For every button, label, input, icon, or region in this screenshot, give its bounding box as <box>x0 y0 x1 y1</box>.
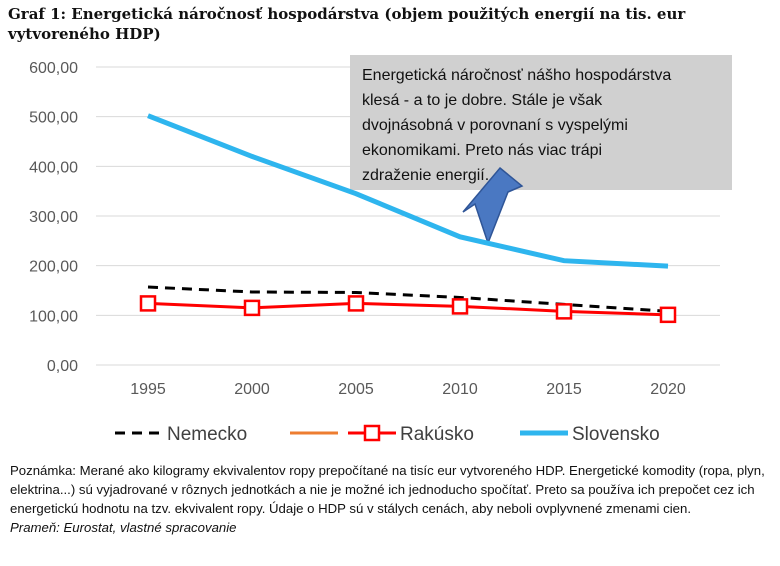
source: Prameň: Eurostat, vlastné spracovanie <box>10 520 237 535</box>
annotation-line: zdraženie energií. <box>362 167 489 184</box>
series-line <box>147 301 669 317</box>
series-line <box>147 113 669 269</box>
marker <box>451 298 469 315</box>
y-tick-label: 300,00 <box>29 209 78 226</box>
marker <box>555 303 573 320</box>
x-tick-label: 2000 <box>234 381 270 398</box>
annotation-line: klesá - a to je dobre. Stále je však <box>362 92 603 109</box>
x-tick-label: 2005 <box>338 381 374 398</box>
marker <box>139 295 157 312</box>
annotation-line: Energetická náročnosť nášho hospodárstva <box>362 67 671 84</box>
x-tick-label: 2010 <box>442 381 478 398</box>
marker <box>659 306 677 324</box>
y-tick-label: 100,00 <box>29 308 78 325</box>
footnote: Poznámka: Merané ako kilogramy ekvivalen… <box>10 461 772 537</box>
legend-label: Slovensko <box>572 424 660 445</box>
chart: 0,00 100,00 200,00 300,00 400,00 500,00 600,00… <box>29 55 732 445</box>
legend-label: Rakúsko <box>400 424 474 445</box>
x-tick-label: 2020 <box>650 381 686 398</box>
legend-marker <box>363 424 381 442</box>
marker <box>347 295 365 312</box>
legend-label: Nemecko <box>167 424 247 445</box>
x-tick-label: 1995 <box>130 381 166 398</box>
y-tick-label: 500,00 <box>29 110 78 127</box>
y-tick-label: 200,00 <box>29 259 78 276</box>
x-tick-label: 2015 <box>546 381 582 398</box>
y-tick-label: 0,00 <box>47 358 78 375</box>
y-tick-label: 400,00 <box>29 159 78 176</box>
chart-title: Graf 1: Energetická náročnosť hospodárst… <box>8 5 686 43</box>
annotation-line: ekonomikami. Preto nás viac trápi <box>362 142 602 159</box>
marker <box>243 299 261 317</box>
annotation-line: dvojnásobná v porovnaní s vyspelými <box>362 117 628 134</box>
y-tick-label: 600,00 <box>29 60 78 77</box>
annotation-box <box>350 55 732 190</box>
series-line <box>147 285 669 313</box>
note-text: Poznámka: Merané ako kilogramy ekvivalen… <box>10 463 765 516</box>
